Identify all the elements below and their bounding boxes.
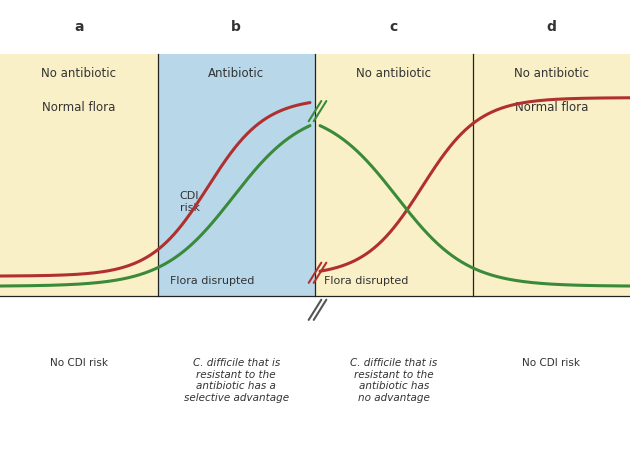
- Bar: [0, 54, 158, 296]
- Text: c: c: [389, 20, 398, 34]
- Text: Normal flora: Normal flora: [515, 101, 588, 114]
- Bar: [158, 54, 315, 296]
- Text: d: d: [546, 20, 556, 34]
- Text: C. difficile that is
resistant to the
antibiotic has a
selective advantage: C. difficile that is resistant to the an…: [184, 358, 289, 403]
- Text: Flora disrupted: Flora disrupted: [324, 276, 409, 286]
- Text: No antibiotic: No antibiotic: [41, 67, 117, 80]
- Text: No antibiotic: No antibiotic: [356, 67, 432, 80]
- Bar: [472, 54, 630, 296]
- Text: Normal flora: Normal flora: [42, 101, 115, 114]
- Text: No antibiotic: No antibiotic: [513, 67, 589, 80]
- Text: Antibiotic: Antibiotic: [208, 67, 265, 80]
- Bar: [315, 54, 472, 296]
- Text: Flora disrupted: Flora disrupted: [170, 276, 255, 286]
- Text: No CDI risk: No CDI risk: [522, 358, 580, 368]
- Text: No CDI risk: No CDI risk: [50, 358, 108, 368]
- Text: C. difficile that is
resistant to the
antibiotic has
no advantage: C. difficile that is resistant to the an…: [350, 358, 437, 403]
- Text: CDI
risk: CDI risk: [180, 191, 200, 213]
- Text: b: b: [231, 20, 241, 34]
- Text: a: a: [74, 20, 84, 34]
